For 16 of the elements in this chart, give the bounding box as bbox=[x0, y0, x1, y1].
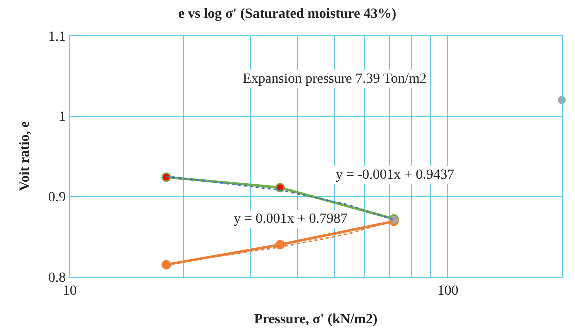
x-tick-label: 10 bbox=[63, 284, 77, 299]
annotation: y = 0.001x + 0.7987 bbox=[234, 212, 348, 227]
annotation: Expansion pressure 7.39 Ton/m2 bbox=[243, 72, 427, 87]
y-tick-label: 0.8 bbox=[48, 270, 66, 286]
chart-title: e vs log σ' (Saturated moisture 43%) bbox=[178, 7, 397, 22]
point bbox=[162, 172, 172, 182]
point bbox=[276, 240, 286, 250]
point bbox=[276, 183, 286, 193]
annotation: y = -0.001x + 0.9437 bbox=[336, 168, 454, 183]
y-tick-label: 1.1 bbox=[48, 30, 66, 45]
x-tick-label: 100 bbox=[438, 284, 459, 299]
x-axis-title: Pressure, σ' (kN/m2) bbox=[254, 312, 378, 328]
y-tick-label: 1 bbox=[59, 110, 66, 126]
y-axis-title: Voit ratio, e bbox=[18, 122, 34, 192]
point bbox=[162, 260, 172, 270]
y-tick-label: 0.9 bbox=[48, 190, 66, 206]
